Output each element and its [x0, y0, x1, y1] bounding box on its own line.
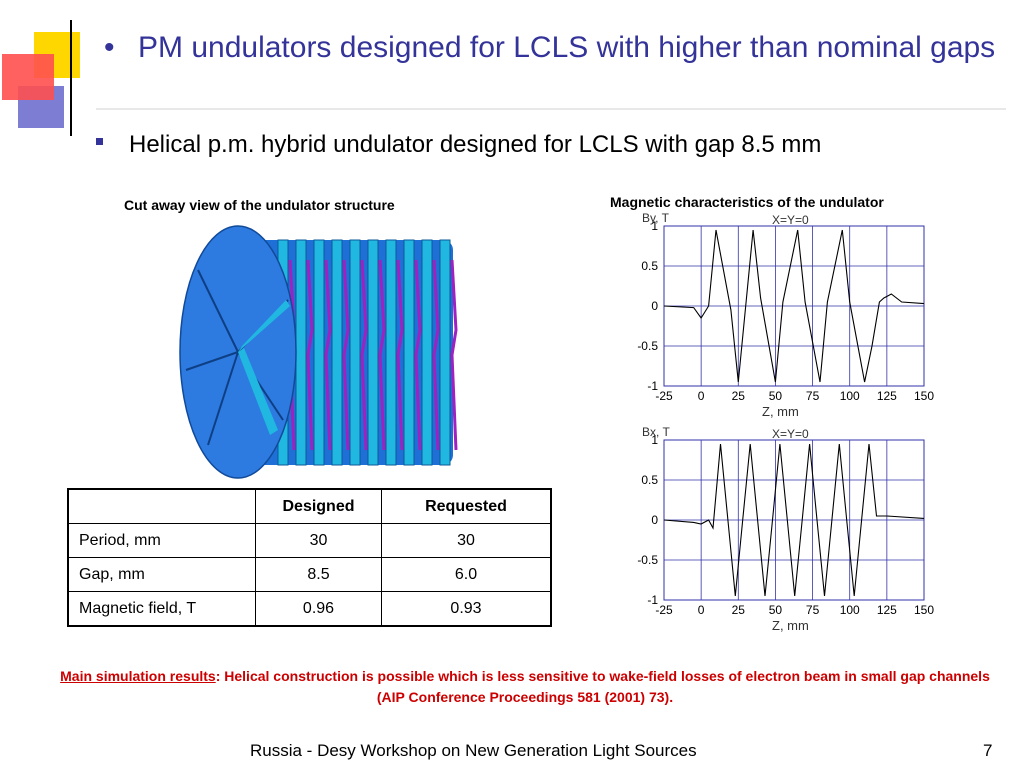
table-row: Period, mm 30 30	[67, 523, 552, 558]
x-tick-label: 100	[840, 603, 860, 617]
table-row: Gap, mm 8.5 6.0	[67, 557, 552, 592]
x-tick-label: -25	[655, 603, 673, 617]
decor-red-square	[2, 54, 54, 100]
y-tick-label: -1	[647, 379, 658, 393]
x-tick-label: 100	[840, 389, 860, 403]
undulator-illustration	[179, 225, 458, 479]
by-series-line	[663, 229, 925, 383]
y-tick-label: 0.5	[641, 473, 658, 487]
undulator-magnet-strip	[414, 259, 422, 451]
x-tick-label: 150	[914, 603, 934, 617]
x-tick-label: 50	[769, 603, 783, 617]
undulator-plate	[385, 239, 397, 466]
page-number: 7	[983, 741, 993, 760]
undulator-plate	[367, 239, 379, 466]
x-tick-label: 0	[698, 603, 705, 617]
footer-text: Russia - Desy Workshop on New Generation…	[250, 741, 697, 760]
title-divider	[96, 108, 1006, 110]
bx-plot-title: X=Y=0	[772, 427, 809, 441]
y-tick-label: -0.5	[637, 339, 658, 353]
title-text: PM undulators designed for LCLS with hig…	[138, 31, 996, 64]
x-tick-label: 0	[698, 389, 705, 403]
table-cell: 0.93	[381, 591, 552, 627]
table-row: Magnetic field, T 0.96 0.93	[67, 591, 552, 627]
x-tick-label: 25	[732, 603, 746, 617]
undulator-magnet-strip	[396, 259, 404, 451]
undulator-plate	[439, 239, 451, 466]
bx-y-axis-label: Bx, T	[642, 425, 670, 439]
table-cell: Period, mm	[67, 523, 256, 558]
x-tick-label: 125	[877, 603, 897, 617]
y-tick-label: 0	[651, 513, 658, 527]
table-cell: Gap, mm	[67, 557, 256, 592]
undulator-plate	[331, 239, 343, 466]
undulator-magnet-strip	[306, 259, 314, 451]
table-cell: 8.5	[255, 557, 382, 592]
x-tick-label: 150	[914, 389, 934, 403]
bx-x-axis-label: Z, mm	[772, 618, 809, 633]
bx-field-chart: Bx, T X=Y=0 Z, mm -25 0 25 50 75 100 125 150 1 0.…	[637, 425, 934, 633]
table-header-row: Designed Requested	[67, 488, 552, 524]
y-tick-label: 0	[651, 299, 658, 313]
square-bullet-icon	[96, 138, 103, 146]
table-cell: 30	[381, 523, 552, 558]
x-tick-label: 50	[769, 389, 783, 403]
by-plot-title: X=Y=0	[772, 213, 809, 227]
subtitle-text: Helical p.m. hybrid undulator designed f…	[129, 131, 822, 158]
table-cell: 6.0	[381, 557, 552, 592]
y-tick-label: 1	[651, 219, 658, 233]
undulator-plate	[313, 239, 325, 466]
undulator-cutaway-image	[178, 220, 468, 482]
undulator-magnet-strip	[378, 259, 386, 451]
undulator-plate	[349, 239, 361, 466]
undulator-magnet-strip	[342, 259, 350, 451]
table-cell: Magnetic field, T	[67, 591, 256, 627]
y-tick-label: -0.5	[637, 553, 658, 567]
y-tick-label: -1	[647, 593, 658, 607]
by-field-chart: By, T X=Y=0 Z, mm -25 0 25 50 75 100 125 150 1 0.…	[637, 211, 934, 419]
result-label: Main simulation results	[60, 668, 216, 684]
undulator-plate	[421, 239, 433, 466]
by-x-axis-label: Z, mm	[762, 404, 799, 419]
right-caption: Magnetic characteristics of the undulato…	[610, 194, 884, 210]
table-header-cell	[67, 488, 256, 524]
undulator-parameters-table: Designed Requested Period, mm 30 30 Gap,…	[67, 488, 552, 627]
bx-series-line	[663, 443, 925, 597]
table-header-cell: Designed	[255, 488, 382, 524]
undulator-magnet-strip	[432, 259, 440, 451]
bx-field-plot: Bx, T X=Y=0 Z, mm -25 0 25 50 75 100 125 150 1 0.…	[612, 422, 942, 634]
simulation-results-note: Main simulation results: Helical constru…	[60, 666, 990, 708]
x-tick-label: -25	[655, 389, 673, 403]
undulator-plate	[295, 239, 307, 466]
slide-title: • PM undulators designed for LCLS with h…	[104, 28, 1004, 67]
x-tick-label: 75	[806, 389, 820, 403]
undulator-magnet-strip	[360, 259, 368, 451]
y-tick-label: 0.5	[641, 259, 658, 273]
decor-horizontal-line	[36, 110, 37, 111]
left-caption: Cut away view of the undulator structure	[124, 197, 395, 213]
undulator-plate	[403, 239, 415, 466]
table-cell: 30	[255, 523, 382, 558]
by-field-plot: By, T X=Y=0 Z, mm -25 0 25 50 75 100 125 150 1 0.…	[612, 208, 942, 420]
x-tick-label: 125	[877, 389, 897, 403]
undulator-magnet-strip	[324, 259, 332, 451]
title-bullet: •	[104, 31, 115, 64]
undulator-magnet-strip	[450, 259, 458, 451]
table-cell: 0.96	[255, 591, 382, 627]
subtitle-bullet-point: Helical p.m. hybrid undulator designed f…	[96, 131, 821, 159]
y-tick-label: 1	[651, 433, 658, 447]
result-text: : Helical construction is possible which…	[215, 668, 990, 705]
table-header-cell: Requested	[381, 488, 552, 524]
x-tick-label: 25	[732, 389, 746, 403]
decor-vertical-line	[70, 20, 72, 136]
by-y-axis-label: By, T	[642, 211, 670, 225]
x-tick-label: 75	[806, 603, 820, 617]
